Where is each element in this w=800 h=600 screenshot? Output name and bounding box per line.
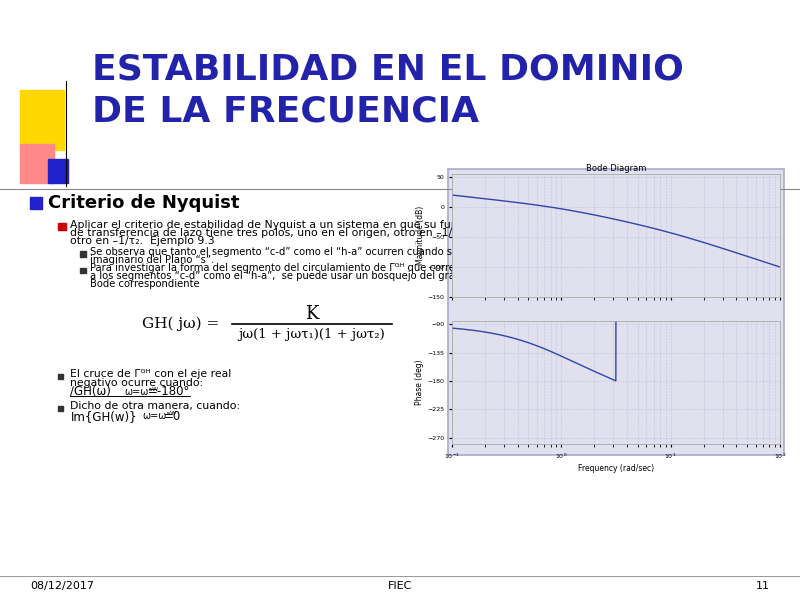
Bar	[20, 90, 64, 150]
Text: =-180°: =-180°	[148, 385, 190, 398]
Bar	[30, 197, 42, 209]
Y-axis label: Magnitude (dB): Magnitude (dB)	[416, 206, 425, 265]
Text: Im{GH(w)}: Im{GH(w)}	[70, 410, 137, 423]
Text: ω=ωᵃᵂ: ω=ωᵃᵂ	[124, 387, 158, 397]
Text: imaginario del Plano “s”.: imaginario del Plano “s”.	[90, 255, 214, 265]
Text: 11: 11	[755, 581, 770, 590]
Text: FIEC: FIEC	[388, 581, 412, 590]
Text: ∕GH(ω): ∕GH(ω)	[70, 385, 111, 398]
Bar	[48, 159, 68, 183]
Text: negativo ocurre cuando:: negativo ocurre cuando:	[70, 378, 204, 388]
Text: ω=ωᵃᵂ: ω=ωᵃᵂ	[142, 412, 177, 421]
Bar	[58, 223, 66, 230]
Text: Bode correspondiente: Bode correspondiente	[90, 279, 200, 289]
Text: K: K	[306, 305, 318, 323]
Text: =0: =0	[164, 410, 182, 423]
Text: ESTABILIDAD EN EL DOMINIO: ESTABILIDAD EN EL DOMINIO	[92, 52, 684, 86]
FancyBboxPatch shape	[448, 169, 784, 455]
Title: Bode Diagram: Bode Diagram	[586, 164, 646, 173]
Text: a los segmentos “c-d” como el “h-a”,  se puede usar un bosquejo del gráfico de: a los segmentos “c-d” como el “h-a”, se …	[90, 271, 489, 281]
X-axis label: Frequency (rad/sec): Frequency (rad/sec)	[578, 464, 654, 473]
Text: 08/12/2017: 08/12/2017	[30, 581, 94, 590]
Bar	[20, 144, 54, 183]
Text: GH( jω) =: GH( jω) =	[142, 317, 220, 331]
Text: jω(1 + jωτ₁)(1 + jωτ₂): jω(1 + jωτ₁)(1 + jωτ₂)	[238, 328, 386, 341]
Text: Aplicar el criterio de estabilidad de Nyquist a un sistema en que su función: Aplicar el criterio de estabilidad de Ny…	[70, 219, 481, 230]
Bar	[58, 374, 63, 379]
Text: El cruce de Γᴳᴴ con el eje real: El cruce de Γᴳᴴ con el eje real	[70, 370, 232, 379]
Text: Se observa que tanto el segmento “c-d” como el “h-a” ocurren cuando s = jω, eje: Se observa que tanto el segmento “c-d” c…	[90, 247, 499, 257]
Text: de transferencia de lazo tiene tres polos, uno en el origen, otro en –1/τ₁ y: de transferencia de lazo tiene tres polo…	[70, 228, 474, 238]
Bar	[80, 251, 86, 257]
Text: DE LA FRECUENCIA: DE LA FRECUENCIA	[92, 94, 479, 128]
Text: Para investigar la forma del segmento del circulamiento de Γᴳᴴ que corresponde: Para investigar la forma del segmento de…	[90, 263, 492, 273]
Text: Criterio de Nyquist: Criterio de Nyquist	[48, 194, 239, 212]
Text: otro en –1/τ₂.  Ejemplo 9.3: otro en –1/τ₂. Ejemplo 9.3	[70, 236, 215, 246]
Bar	[58, 406, 63, 411]
Y-axis label: Phase (deg): Phase (deg)	[415, 359, 425, 406]
Bar	[80, 268, 86, 273]
Text: Dicho de otra manera, cuando:: Dicho de otra manera, cuando:	[70, 401, 241, 411]
